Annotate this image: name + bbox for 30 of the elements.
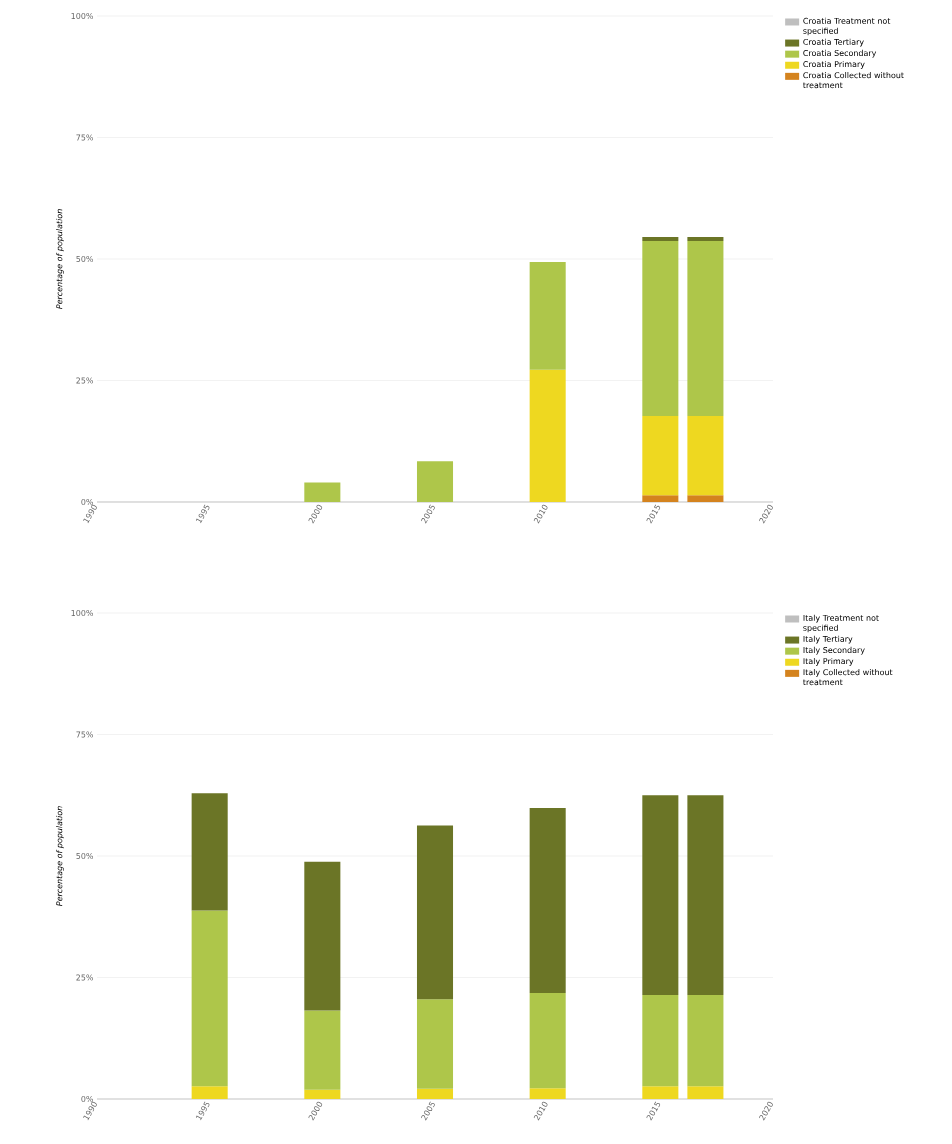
bar	[304, 1010, 341, 1090]
bar	[687, 495, 724, 502]
bar	[304, 861, 341, 1011]
bar	[687, 237, 724, 242]
bar	[642, 237, 679, 242]
bar	[416, 1088, 454, 1099]
bar	[416, 825, 454, 1000]
bar	[642, 495, 679, 502]
bar	[687, 795, 724, 995]
bar	[529, 1088, 566, 1099]
bar	[642, 241, 679, 416]
bar	[529, 807, 566, 994]
bar	[642, 415, 679, 496]
bar	[191, 793, 228, 911]
bar	[642, 1086, 679, 1099]
bar	[191, 1086, 228, 1099]
bar	[687, 241, 724, 416]
bar	[642, 795, 679, 995]
bar	[687, 995, 724, 1087]
bar	[529, 261, 566, 370]
bar	[304, 1089, 341, 1099]
bar	[687, 1086, 724, 1099]
bar	[687, 415, 724, 496]
bar	[416, 461, 454, 502]
bar	[416, 999, 454, 1089]
bar	[642, 995, 679, 1087]
bar	[191, 910, 228, 1087]
bar	[529, 993, 566, 1089]
bar	[529, 369, 566, 502]
bar	[304, 482, 341, 502]
